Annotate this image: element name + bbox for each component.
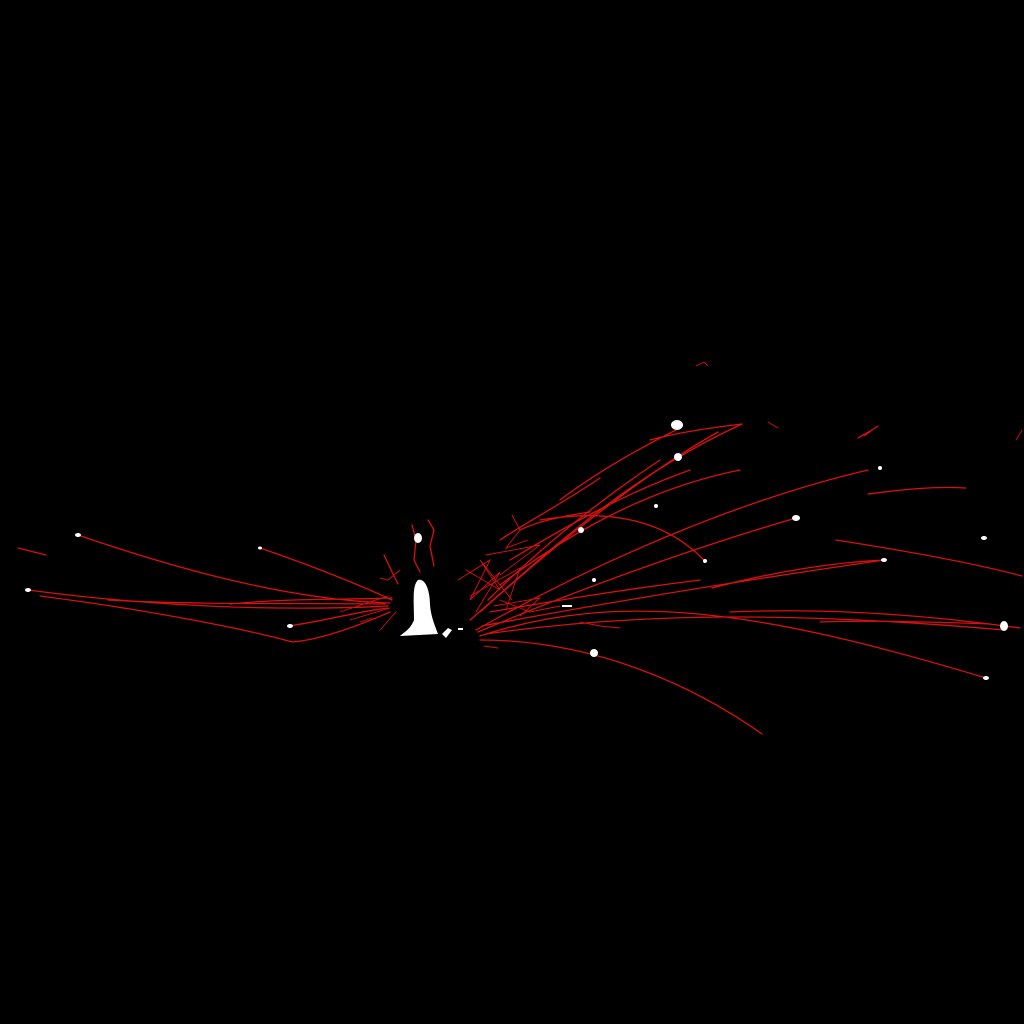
trail [487, 459, 661, 601]
trail [383, 554, 399, 585]
trail [479, 610, 987, 679]
particle [703, 559, 707, 563]
trail [579, 621, 621, 629]
trail [499, 599, 561, 613]
trail [1015, 429, 1023, 441]
trail [349, 607, 391, 621]
trail [649, 423, 743, 441]
trail [411, 524, 421, 573]
trail [835, 539, 1023, 577]
trail [489, 579, 701, 613]
trail [767, 421, 779, 429]
trail [499, 469, 741, 586]
particle [654, 504, 658, 508]
particle [287, 624, 293, 628]
trail [379, 611, 397, 631]
particle [674, 453, 682, 461]
right-trail-group [457, 361, 1023, 735]
trail [499, 477, 601, 541]
emitter-group [400, 579, 452, 638]
particle [671, 420, 683, 430]
trail [259, 547, 393, 601]
particle [792, 515, 800, 521]
trail [819, 620, 991, 625]
trail [863, 431, 871, 437]
trail [729, 610, 1021, 629]
particle [258, 546, 262, 550]
trail [504, 514, 529, 549]
right-emitter [442, 628, 452, 638]
particle [414, 533, 422, 543]
trail [359, 617, 373, 623]
trail [867, 486, 967, 495]
particle [981, 536, 987, 540]
particle [590, 649, 598, 657]
particle [983, 676, 989, 680]
trail [509, 469, 691, 561]
trail [229, 597, 393, 605]
particle [75, 533, 81, 537]
trail [77, 534, 391, 604]
trail [695, 361, 709, 367]
left-emitter [400, 579, 438, 636]
trail [17, 547, 47, 556]
trail [485, 544, 541, 576]
trail [519, 511, 591, 531]
particle [592, 578, 596, 582]
trail [469, 567, 521, 611]
trail [559, 429, 677, 501]
trail [711, 559, 885, 589]
trail [481, 559, 885, 627]
trail [857, 425, 879, 439]
trail [27, 589, 389, 609]
particle [25, 588, 31, 592]
particle [1000, 621, 1008, 631]
particle [878, 466, 882, 470]
trail [107, 599, 386, 605]
trail [477, 517, 797, 633]
trail [287, 607, 389, 627]
particle-group [25, 420, 1008, 680]
trail [465, 559, 513, 601]
particle [881, 558, 887, 562]
trail [479, 639, 763, 735]
left-trail-group [17, 519, 435, 643]
trail [427, 519, 435, 567]
trail [39, 595, 391, 643]
particle [578, 527, 584, 533]
trail [479, 431, 719, 613]
trail [483, 645, 499, 649]
trail [379, 569, 401, 581]
particle [458, 628, 463, 630]
particle [562, 605, 572, 607]
trail [339, 595, 389, 613]
